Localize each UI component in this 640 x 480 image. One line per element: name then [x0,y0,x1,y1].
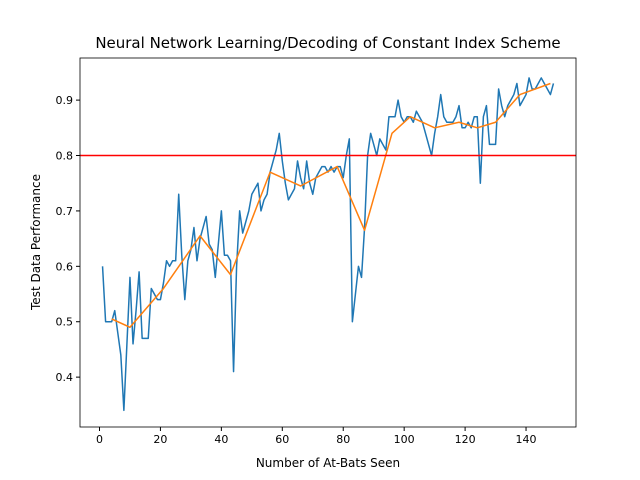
y-tick-label: 0.8 [56,150,74,163]
y-tick-label: 0.9 [56,94,74,107]
plot-frame [79,57,577,428]
x-tick-label: 140 [516,433,537,446]
y-tick-label: 0.5 [56,316,74,329]
x-tick-label: 60 [275,433,289,446]
x-tick-label: 120 [455,433,476,446]
x-tick-label: 100 [394,433,415,446]
y-axis-label: Test Data Performance [29,174,43,311]
y-tick-label: 0.7 [56,205,74,218]
x-tick-label: 80 [336,433,350,446]
chart-title: Neural Network Learning/Decoding of Cons… [95,34,560,52]
x-tick-label: 20 [153,433,167,446]
x-axis-label: Number of At-Bats Seen [256,456,400,470]
y-tick-label: 0.4 [56,371,74,384]
series-line [111,82,551,329]
y-tick-label: 0.6 [56,260,74,273]
x-tick-label: 0 [96,433,103,446]
x-tick-label: 40 [214,433,228,446]
